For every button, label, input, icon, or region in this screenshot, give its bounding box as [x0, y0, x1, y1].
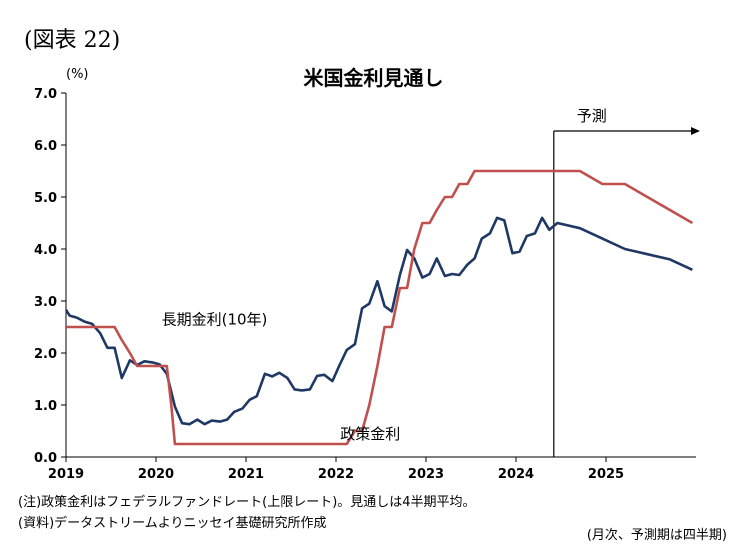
y-tick-label: 1.0 — [34, 399, 57, 414]
y-tick-label: 3.0 — [34, 295, 57, 310]
policy-rate-label: 政策金利 — [340, 425, 400, 443]
y-axis-unit-label: (%) — [66, 67, 89, 82]
y-tick-label: 2.0 — [34, 347, 57, 362]
forecast-arrow-head — [691, 127, 700, 135]
data-source-note: (資料)データストリームよりニッセイ基礎研究所作成 — [18, 516, 327, 531]
policy-rate-line — [66, 169, 694, 446]
figure-label: (図表 22) — [24, 28, 121, 53]
y-tick-label: 6.0 — [34, 139, 57, 154]
y-tick-label: 0.0 — [34, 451, 57, 466]
y-tick-label: 7.0 — [34, 87, 57, 102]
x-tick-label: 2019 — [48, 467, 84, 482]
source-note: (注)政策金利はフェデラルファンドレート(上限レート)。見通しは4半期平均。 — [18, 495, 476, 510]
x-tick-label: 2023 — [408, 467, 444, 482]
long-term-rate-line — [64, 216, 693, 426]
x-tick-label: 2022 — [318, 467, 354, 482]
chart-title: 米国金利見通し — [303, 66, 444, 90]
frequency-note: (月次、予測期は四半期) — [586, 528, 727, 543]
long-term-rate-label: 長期金利(10年) — [162, 310, 268, 328]
x-tick-label: 2020 — [138, 467, 174, 482]
y-tick-label: 4.0 — [34, 243, 57, 258]
forecast-label: 予測 — [577, 107, 607, 125]
y-tick-label: 5.0 — [34, 191, 57, 206]
x-tick-label: 2024 — [498, 467, 534, 482]
x-tick-label: 2025 — [588, 467, 624, 482]
x-tick-label: 2021 — [228, 467, 264, 482]
